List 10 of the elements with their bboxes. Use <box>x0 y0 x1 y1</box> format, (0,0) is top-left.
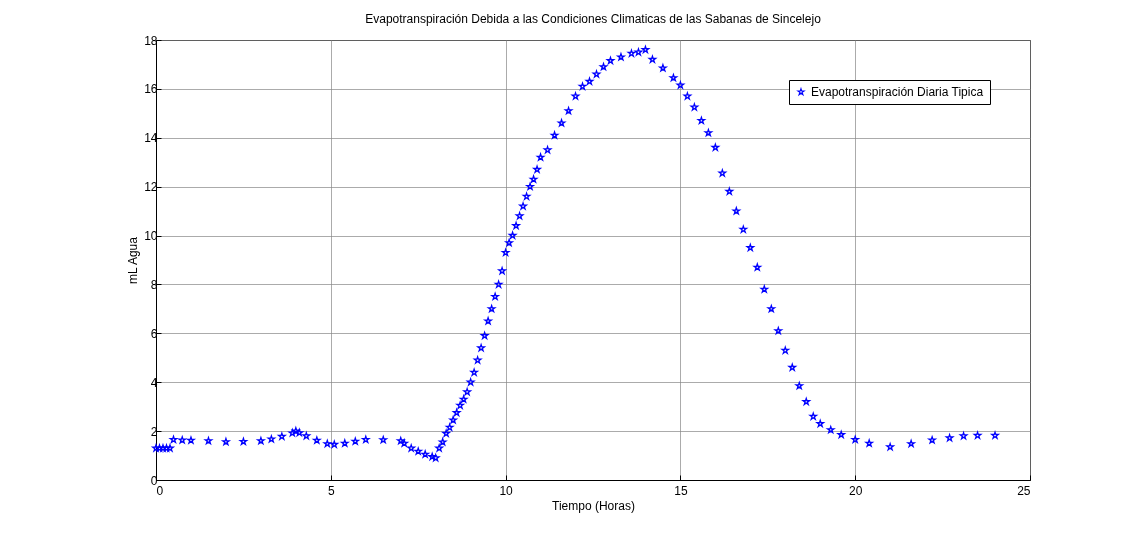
x-tick-label: 5 <box>327 483 335 498</box>
x-tick-label: 10 <box>499 483 514 498</box>
y-tick-label: 14 <box>144 131 158 146</box>
y-axis-title: mL Agua <box>126 236 141 284</box>
x-axis-title: Tiempo (Horas) <box>552 498 635 513</box>
x-tick-label: 25 <box>1017 483 1031 498</box>
chart-title: Evapotranspiración Debida a las Condiciones Climaticas de las Sabanas de Sincelejo <box>365 12 822 26</box>
x-tick-label: 15 <box>674 483 688 498</box>
legend-label: Evapotranspiración Diaria Tipica <box>811 85 984 99</box>
x-tick-label: 20 <box>849 483 863 498</box>
